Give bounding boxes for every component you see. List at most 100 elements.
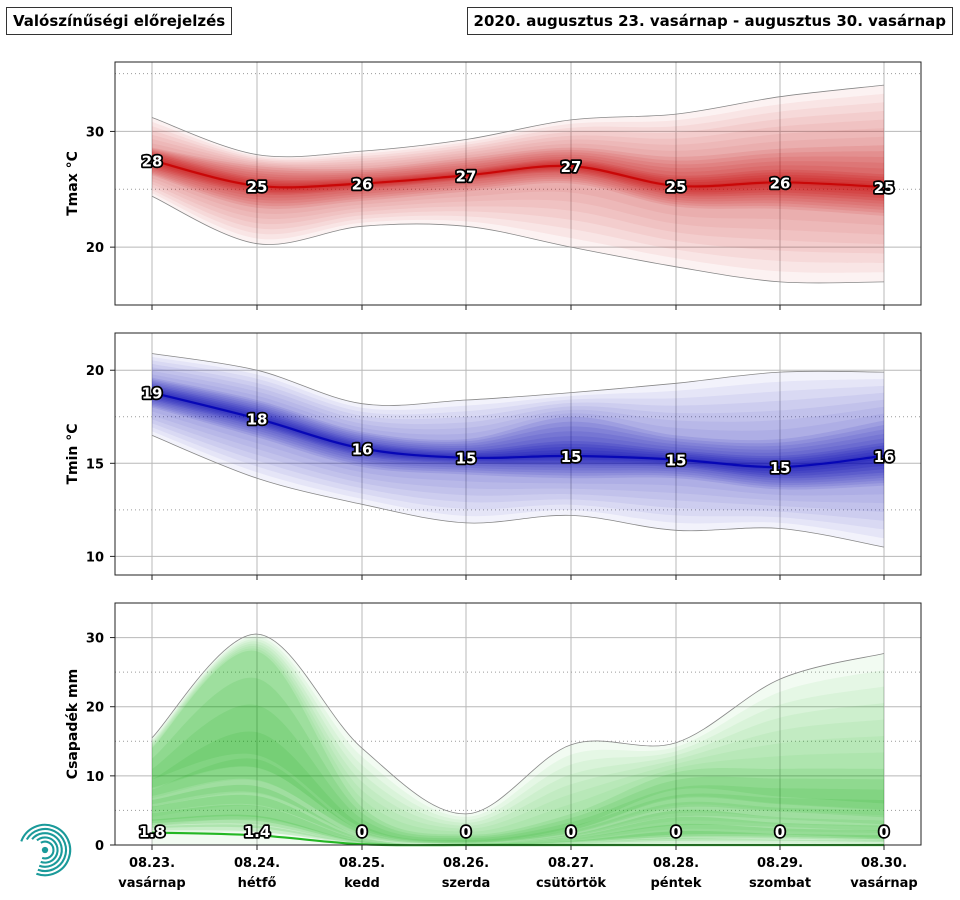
logo-arc [25,827,68,873]
date-range-title: 2020. augusztus 23. vasárnap - augusztus… [466,7,953,35]
envelope-max-line [151,84,885,158]
data-label: 28 [142,152,163,170]
x-tick-label: 08.28. péntek [650,856,701,891]
panel-tmin: 10 15 20 Tmin °C 19 18 16 15 15 15 15 16 [65,332,922,580]
ensemble-band [152,85,884,284]
data-label: 18 [247,411,268,429]
ensemble-band [152,136,884,226]
data-label: 27 [456,167,477,185]
chart-title: Valószínűségi előrejelzés [6,7,233,35]
ensemble-band [152,128,884,235]
ensemble-band [152,370,884,504]
data-label: 15 [561,448,582,466]
ensemble-band [152,150,884,207]
ensemble-band [152,157,884,193]
data-label: 15 [456,450,477,468]
ensemble-band [152,677,884,843]
data-label: 26 [352,176,373,194]
logo-arc [31,832,63,868]
ensemble-band [152,110,884,254]
data-label: 19 [142,385,163,403]
ensemble-band [152,356,884,539]
x-tick-label: 08.23. vasárnap [118,856,186,891]
plot-frame [114,61,922,306]
median-line [151,391,885,469]
y-tick-label: 30 [86,125,104,140]
ensemble-band [152,152,884,201]
swirl-logo-icon [20,823,72,877]
data-label: 1.8 [139,823,166,841]
ensemble-band [152,646,884,843]
data-label: 25 [874,179,895,197]
y-axis-label: Tmax °C [65,151,81,216]
ensemble-band [152,383,884,481]
ensemble-band [152,824,884,846]
ensemble-band [152,151,884,204]
ensemble-band [152,385,884,479]
plot-area [115,62,921,305]
y-tick-label: 20 [86,701,104,716]
data-label: 0 [775,823,785,841]
ensemble-band [152,380,884,486]
data-label: 25 [666,178,687,196]
ensemble-band [152,148,884,213]
ensemble-band [152,804,884,846]
x-tick-label: 08.25. kedd [339,856,385,891]
ensemble-band [152,758,884,845]
ensemble-band [152,638,884,845]
ensemble-band [152,379,884,488]
data-label: 0 [671,823,681,841]
ensemble-band [152,648,884,843]
ensemble-band [152,643,884,844]
data-label: 15 [666,452,687,470]
y-tick-label: 0 [95,839,104,854]
ensemble-band [152,641,884,844]
logo-center [41,846,49,854]
y-axis-label: Tmin °C [65,423,81,484]
ensemble-band [152,119,884,245]
ensemble-band [152,360,884,530]
x-tick-label: 08.29. szombat [749,856,811,891]
x-tick-label: 08.26. szerda [442,856,491,891]
ensemble-band [152,794,884,846]
plot-frame [114,602,922,846]
data-label: 16 [874,448,895,466]
ensemble-band [152,367,884,512]
plot-area [115,603,921,845]
ensemble-band [152,814,884,846]
x-tick-label: 08.30. vasárnap [850,856,918,891]
ensemble-band [152,102,884,264]
plot-frame [114,332,922,576]
ensemble-band [152,382,884,483]
data-label: 15 [770,459,791,477]
data-label: 0 [461,823,471,841]
data-label: 0 [357,823,367,841]
y-tick-label: 20 [86,241,104,256]
y-axis-label: Csapadék mm [65,669,81,779]
envelope-max-line [151,353,885,406]
y-tick-label: 30 [86,632,104,647]
ensemble-band [152,650,884,842]
data-label: 25 [247,178,268,196]
logo-arc [36,836,59,864]
ensemble-band [152,93,884,273]
ensemble-band [152,353,884,548]
data-label: 1.4 [244,823,271,841]
ensemble-band [152,374,884,496]
ensemble-band [152,634,884,845]
ensemble-band [152,149,884,210]
x-tick-label: 08.24. hétfő [234,856,280,891]
data-label: 27 [561,158,582,176]
envelope-min-line [151,435,885,548]
envelope-max-line [151,633,885,815]
panel-tmax: 20 30 Tmax °C 28 25 26 27 27 25 26 25 [65,61,922,310]
data-label: 0 [566,823,576,841]
data-label: 0 [879,823,889,841]
logo-arc [40,840,55,860]
panel-precip: 0 10 20 30 Csapadék mm 1.8 1.4 0 0 0 0 0 0 [65,602,922,854]
ensemble-band [152,636,884,845]
logo-arc [20,823,72,877]
data-label: 26 [770,174,791,192]
ensemble-band [152,704,884,843]
